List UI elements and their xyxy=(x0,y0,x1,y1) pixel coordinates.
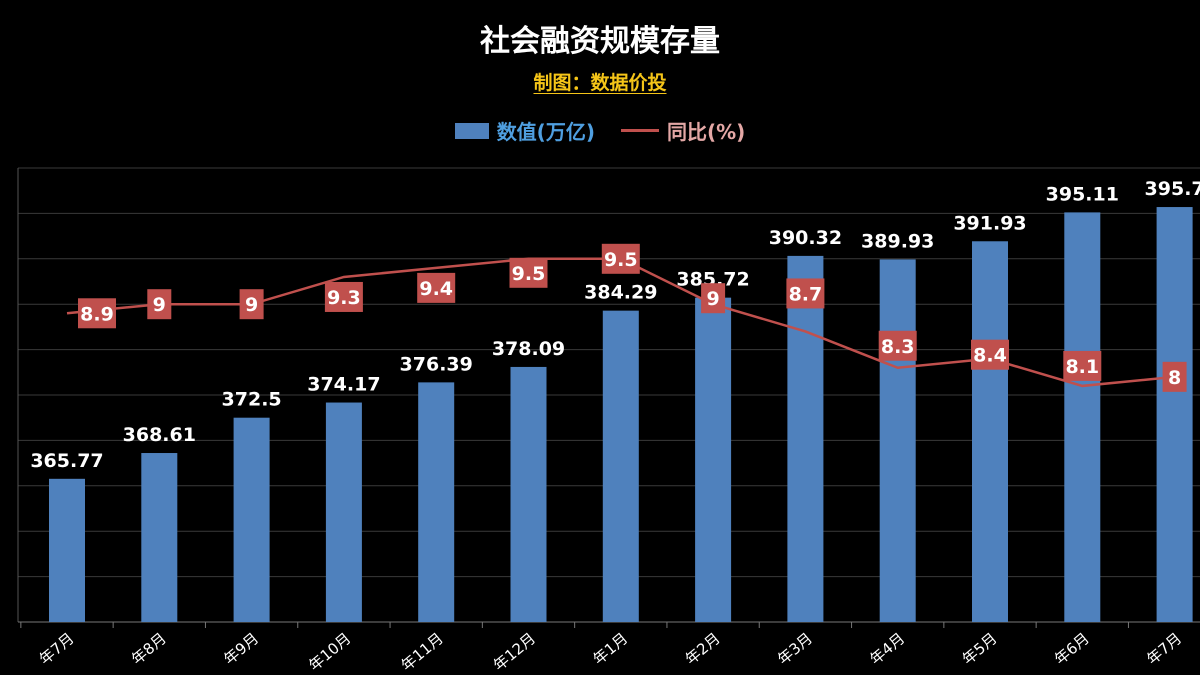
line-label-box xyxy=(971,339,1009,370)
line-label-text: 8.7 xyxy=(789,283,823,305)
bar-value-label: 391.93 xyxy=(953,212,1026,234)
line-value-labels: 8.9 9 9 9.3 9.4 9.5 9.5 9 8.7 8.3 8.4 8.1 8 xyxy=(78,243,1187,392)
line-label-text: 8 xyxy=(1168,367,1181,389)
chart-subtitle: 制图：数据价投 xyxy=(0,68,1200,95)
line-label-text: 9 xyxy=(245,294,258,316)
x-tick-label: 年7月 xyxy=(1143,629,1185,668)
line-label-box xyxy=(147,289,172,320)
bar xyxy=(510,366,547,622)
x-axis-labels: 年7月 年8月 年9月 年10月 年11月 年12月 年1月 年2月 年3月 年4月 年5月 年6月 年… xyxy=(36,629,1185,674)
line-value-label: 9.4 xyxy=(417,272,456,303)
legend-line-label: 同比(%) xyxy=(666,120,746,144)
line-label-box xyxy=(601,243,640,274)
line-label-box xyxy=(701,283,726,314)
line-value-label: 8.7 xyxy=(786,278,825,309)
line-label-box xyxy=(78,298,116,329)
bar-value-label: 378.09 xyxy=(492,338,565,360)
line-value-label: 8.4 xyxy=(971,339,1009,370)
bar-value-label: 390.32 xyxy=(769,227,842,249)
bar-value-label: 389.93 xyxy=(861,230,934,252)
line-label-text: 9 xyxy=(153,294,166,316)
line-label-text: 8.3 xyxy=(881,336,915,358)
bar xyxy=(695,297,732,622)
bar xyxy=(1156,207,1193,622)
x-tick-label: 年12月 xyxy=(490,629,539,674)
line-value-label: 9.5 xyxy=(601,243,640,274)
bar xyxy=(787,255,824,622)
x-tick-label: 年7月 xyxy=(36,629,78,668)
bar-value-label: 395.11 xyxy=(1046,183,1119,205)
line-value-label: 8.3 xyxy=(878,330,917,361)
bar xyxy=(141,453,178,622)
line-label-box xyxy=(878,330,917,361)
bar-value-label: 372.5 xyxy=(222,389,282,411)
bar xyxy=(602,310,639,622)
legend-bar: 数值(万亿) xyxy=(454,116,595,145)
line-label-text: 8.4 xyxy=(973,345,1007,367)
line-value-label: 8 xyxy=(1162,361,1187,392)
line-value-label: 8.9 xyxy=(78,298,116,329)
bar-value-label: 395.7 xyxy=(1145,178,1200,200)
line-label-box xyxy=(324,281,363,312)
x-tick-label: 年11月 xyxy=(398,629,447,674)
x-tick-label: 年2月 xyxy=(682,629,724,668)
bar xyxy=(972,241,1008,622)
line-label-box xyxy=(239,289,264,320)
bar-series xyxy=(49,207,1193,623)
line-label-text: 9.3 xyxy=(327,287,361,309)
bar-value-label: 384.29 xyxy=(584,282,657,304)
line-value-label: 9 xyxy=(147,289,172,320)
subtitle-text: 制图：数据价投 xyxy=(533,72,667,94)
bar xyxy=(233,417,270,622)
line-label-text: 8.1 xyxy=(1065,356,1099,378)
line-label-text: 9.5 xyxy=(512,263,546,285)
line-value-label: 9 xyxy=(239,289,264,320)
bar xyxy=(418,382,455,622)
x-tick-label: 年4月 xyxy=(866,629,908,668)
x-tick-label: 年8月 xyxy=(128,629,170,668)
line-label-text: 9.4 xyxy=(419,278,453,300)
line-label-box xyxy=(509,257,548,288)
line-value-label: 9 xyxy=(701,283,726,314)
line-label-text: 9 xyxy=(706,288,719,310)
legend-bar-label: 数值(万亿) xyxy=(496,120,595,144)
legend: 数值(万亿) 同比(%) xyxy=(0,116,1200,145)
x-tick-label: 年5月 xyxy=(959,629,1001,668)
line-value-label: 9.3 xyxy=(324,281,363,312)
line-value-label: 8.1 xyxy=(1063,350,1102,381)
chart-title: 社会融资规模存量 xyxy=(480,24,720,59)
x-tick-label: 年3月 xyxy=(774,629,816,668)
bar xyxy=(1064,212,1101,623)
bar-value-label: 385.72 xyxy=(676,269,749,291)
legend-line-swatch xyxy=(620,129,659,132)
bar-value-label: 365.77 xyxy=(30,450,103,472)
bar-value-labels: 365.77 368.61 372.5 374.17 376.39 378.09 384.2… xyxy=(30,178,1200,472)
bar xyxy=(879,259,916,622)
x-tick-label: 年9月 xyxy=(220,629,262,668)
legend-bar-swatch xyxy=(454,122,489,139)
bar-value-label: 374.17 xyxy=(307,374,380,396)
line-label-box xyxy=(786,278,825,309)
line-label-box xyxy=(1162,361,1187,392)
bar xyxy=(325,402,362,622)
x-tick-label: 年1月 xyxy=(590,629,632,668)
legend-line: 同比(%) xyxy=(620,116,746,145)
x-tick-label: 年6月 xyxy=(1051,629,1093,668)
bar-value-label: 368.61 xyxy=(123,424,196,446)
line-label-box xyxy=(417,272,456,303)
x-tick-label: 年10月 xyxy=(305,629,354,674)
line-label-text: 9.5 xyxy=(604,249,638,271)
bar-value-label: 376.39 xyxy=(400,353,473,375)
line-label-box xyxy=(1063,350,1102,381)
line-label-text: 8.9 xyxy=(80,303,114,325)
line-value-label: 9.5 xyxy=(509,257,548,288)
bar xyxy=(49,478,85,622)
